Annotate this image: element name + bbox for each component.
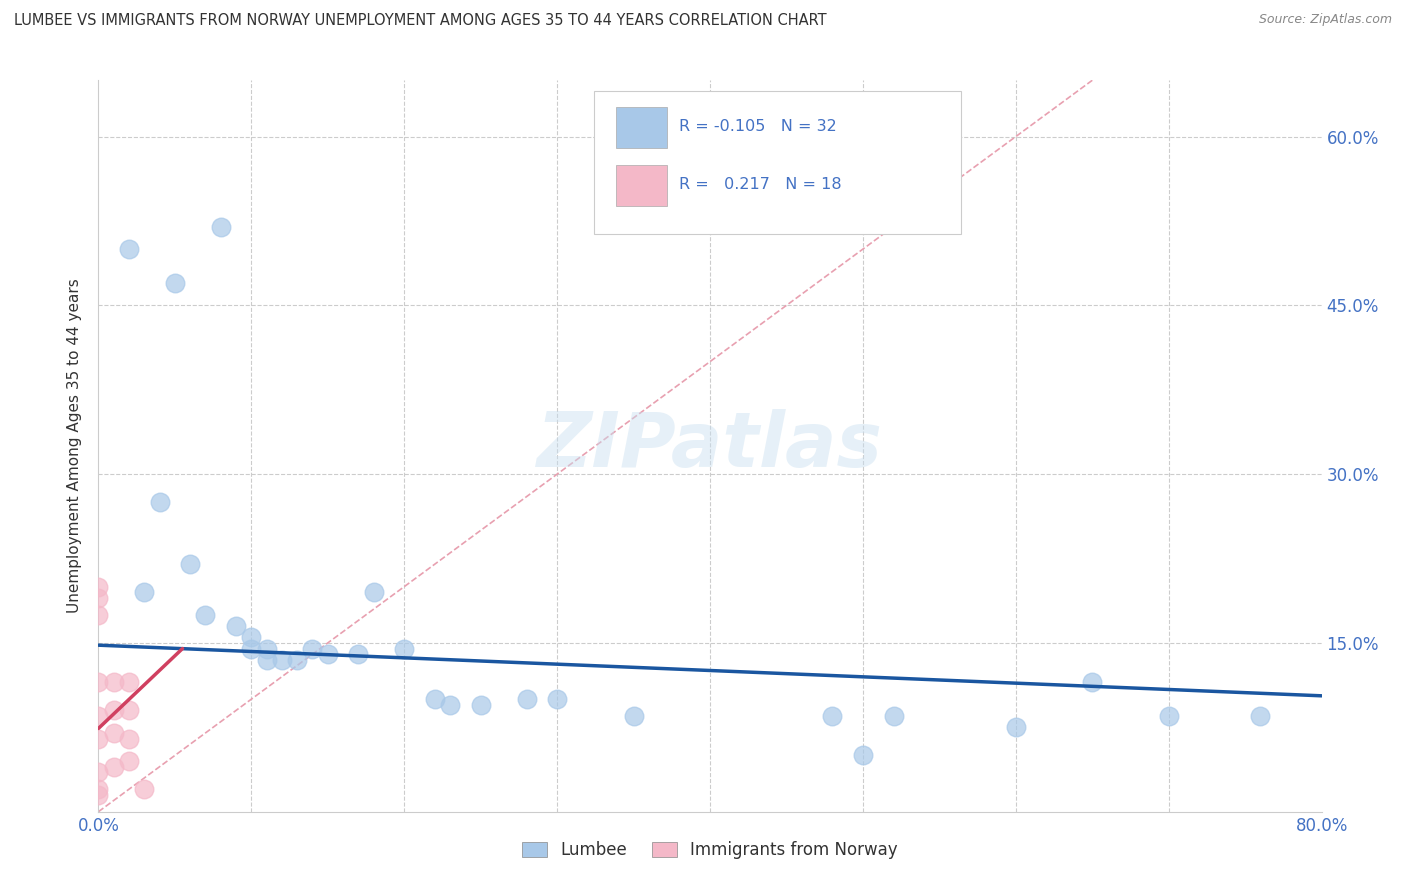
- Point: [363, 585, 385, 599]
- Text: ZIPatlas: ZIPatlas: [537, 409, 883, 483]
- Point: [821, 709, 844, 723]
- Legend: Lumbee, Immigrants from Norway: Lumbee, Immigrants from Norway: [516, 834, 904, 865]
- Point: [392, 641, 416, 656]
- Point: [134, 782, 156, 797]
- Point: [118, 675, 141, 690]
- FancyBboxPatch shape: [616, 107, 668, 147]
- Point: [87, 607, 110, 622]
- Text: Source: ZipAtlas.com: Source: ZipAtlas.com: [1258, 13, 1392, 27]
- Text: LUMBEE VS IMMIGRANTS FROM NORWAY UNEMPLOYMENT AMONG AGES 35 TO 44 YEARS CORRELAT: LUMBEE VS IMMIGRANTS FROM NORWAY UNEMPLO…: [14, 13, 827, 29]
- Point: [118, 731, 141, 746]
- Point: [301, 641, 323, 656]
- Point: [256, 641, 278, 656]
- Point: [179, 557, 201, 571]
- Point: [1081, 675, 1104, 690]
- Point: [470, 698, 492, 712]
- Point: [87, 788, 110, 802]
- Point: [883, 709, 905, 723]
- Y-axis label: Unemployment Among Ages 35 to 44 years: Unemployment Among Ages 35 to 44 years: [67, 278, 83, 614]
- Point: [516, 692, 538, 706]
- Point: [87, 731, 110, 746]
- Point: [423, 692, 446, 706]
- Point: [285, 653, 308, 667]
- Point: [149, 495, 172, 509]
- Point: [163, 276, 186, 290]
- Point: [134, 585, 156, 599]
- Point: [103, 703, 125, 717]
- Point: [118, 242, 141, 256]
- Point: [546, 692, 568, 706]
- Point: [209, 219, 232, 234]
- Point: [256, 653, 278, 667]
- Point: [316, 647, 339, 661]
- Point: [87, 675, 110, 690]
- Point: [103, 726, 125, 740]
- Point: [439, 698, 461, 712]
- Point: [225, 619, 247, 633]
- Point: [623, 709, 645, 723]
- Text: R = -0.105   N = 32: R = -0.105 N = 32: [679, 119, 837, 134]
- Point: [240, 641, 263, 656]
- Point: [103, 760, 125, 774]
- Point: [852, 748, 875, 763]
- Point: [87, 782, 110, 797]
- FancyBboxPatch shape: [593, 91, 960, 234]
- Point: [270, 653, 292, 667]
- Point: [87, 765, 110, 780]
- Point: [118, 703, 141, 717]
- Point: [194, 607, 217, 622]
- Point: [118, 754, 141, 768]
- Point: [87, 709, 110, 723]
- Point: [1157, 709, 1180, 723]
- Point: [1249, 709, 1271, 723]
- Point: [347, 647, 370, 661]
- Point: [103, 675, 125, 690]
- Text: R =   0.217   N = 18: R = 0.217 N = 18: [679, 178, 842, 193]
- FancyBboxPatch shape: [616, 165, 668, 206]
- Point: [87, 580, 110, 594]
- Point: [87, 591, 110, 605]
- Point: [1004, 720, 1026, 734]
- Point: [240, 630, 263, 644]
